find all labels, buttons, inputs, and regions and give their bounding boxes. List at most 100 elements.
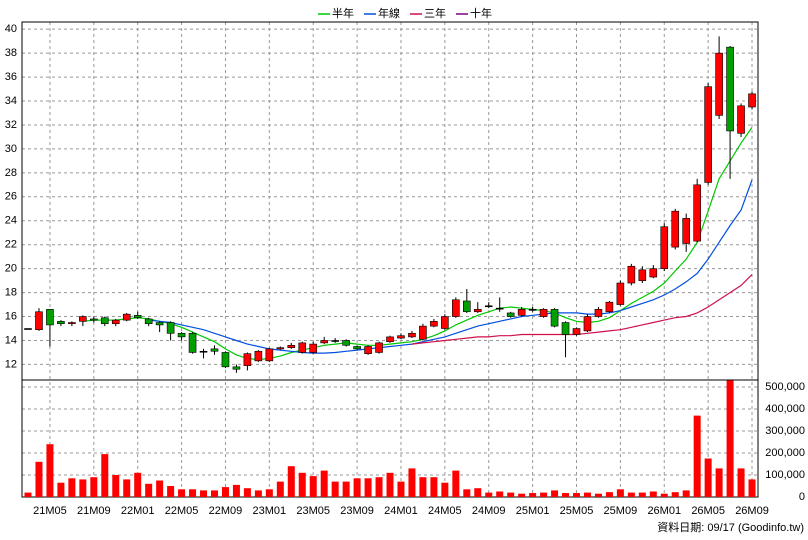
volume-bar [353, 478, 361, 497]
volume-bar [232, 484, 240, 497]
volume-bar [408, 468, 416, 497]
candle-body [342, 340, 350, 346]
candle-body [375, 342, 383, 353]
volume-bar [496, 491, 504, 497]
volume-bar [671, 492, 679, 497]
y-tick-label: 32 [5, 119, 17, 131]
candle-body [265, 348, 274, 362]
volume-bar [605, 492, 613, 497]
candle-body [232, 366, 241, 370]
y-tick-label: 30 [5, 143, 17, 155]
candle-body [583, 316, 592, 332]
candle-body [397, 335, 405, 339]
volume-bar [320, 470, 328, 497]
volume-bar [660, 493, 668, 497]
y2-tick-label: 500,000 [765, 381, 805, 393]
x-tick-label: 23M09 [340, 505, 374, 517]
volume-bar [200, 490, 208, 497]
candle-body [144, 318, 153, 325]
volume-bar [386, 472, 394, 497]
candle-body [155, 322, 164, 326]
candle-body [100, 317, 109, 325]
volume-bar [243, 488, 251, 497]
candle-body [46, 309, 54, 326]
x-tick-label: 24M01 [384, 505, 418, 517]
ma-line [148, 179, 753, 354]
volume-bar [419, 477, 427, 497]
volume-bar [649, 491, 657, 497]
candle-body [462, 300, 471, 313]
y-tick-label: 38 [5, 47, 17, 59]
candle-body [57, 321, 65, 325]
volume-bar [156, 480, 164, 497]
candle-body [419, 325, 427, 340]
volume-bar [562, 493, 570, 497]
candle-body [309, 343, 318, 353]
volume-bar [748, 479, 756, 497]
volume-bar [452, 470, 460, 497]
candle-body [276, 347, 285, 350]
x-tick-label: 22M01 [121, 505, 155, 517]
volume-bar [715, 468, 723, 497]
candle-body [111, 319, 120, 325]
y-tick-label: 22 [5, 239, 17, 251]
volume-bar [123, 479, 131, 497]
x-tick-label: 21M09 [77, 505, 111, 517]
candle-body [430, 321, 438, 327]
candle-body [210, 348, 219, 352]
y-tick-label: 36 [5, 71, 17, 83]
y-tick-label: 24 [5, 215, 17, 227]
volume-bar [594, 493, 602, 497]
volume-bar [68, 478, 76, 497]
x-tick-label: 22M09 [209, 505, 243, 517]
volume-bar [24, 492, 32, 497]
candle-body [660, 226, 669, 269]
candle-body [649, 268, 658, 278]
candle-body [408, 333, 416, 338]
candle-body [737, 105, 745, 134]
y-tick-label: 14 [5, 334, 17, 346]
volume-bar [254, 490, 262, 497]
x-tick-label: 25M05 [560, 505, 594, 517]
volume-bar [551, 490, 559, 497]
candle-body [24, 328, 32, 330]
x-tick-label: 26M09 [735, 505, 769, 517]
volume-bar [441, 482, 449, 497]
candle-body [254, 350, 263, 362]
candle-body [199, 350, 208, 353]
y2-tick-label: 200,000 [765, 447, 805, 459]
x-tick-label: 23M01 [253, 505, 287, 517]
candle-body [671, 210, 680, 248]
volume-bar [276, 481, 284, 497]
candle-body [693, 184, 701, 242]
x-tick-label: 25M01 [516, 505, 550, 517]
volume-bar [583, 492, 591, 497]
y2-tick-label: 400,000 [765, 403, 805, 415]
volume-bar [287, 466, 295, 497]
volume-bar [112, 475, 120, 497]
candle-body [627, 265, 636, 284]
volume-bar [134, 472, 142, 497]
volume-bar [485, 492, 493, 497]
x-tick-label: 24M09 [472, 505, 506, 517]
volume-bar [693, 415, 701, 497]
volume-bar [474, 488, 482, 497]
y-tick-label: 20 [5, 263, 17, 275]
y-tick-label: 16 [5, 310, 17, 322]
legend-label: 十年 [470, 6, 492, 20]
volume-bar [616, 489, 624, 497]
candle-body [682, 218, 691, 244]
candle-body [386, 336, 394, 342]
volume-bar [309, 476, 317, 497]
volume-bar [331, 481, 339, 497]
candle-body [79, 316, 87, 322]
volume-bar [101, 454, 109, 497]
candle-body [133, 315, 142, 319]
y-tick-label: 28 [5, 167, 17, 179]
volume-bar [518, 493, 526, 497]
candle-body [441, 316, 449, 329]
volume-bar [79, 479, 87, 497]
volume-bar [507, 492, 515, 497]
volume-bar [430, 477, 438, 497]
